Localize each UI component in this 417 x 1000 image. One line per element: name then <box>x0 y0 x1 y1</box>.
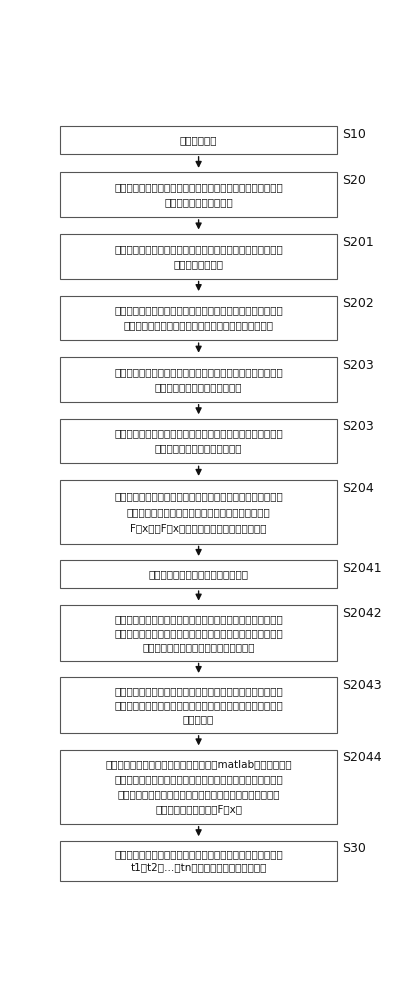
Text: 入工时库以建立通用定额工时库: 入工时库以建立通用定额工时库 <box>155 444 242 454</box>
Text: 建立通用定额工时库：将各样本零件对应的尺寸区间及工时录: 建立通用定额工时库：将各样本零件对应的尺寸区间及工时录 <box>114 367 283 377</box>
Text: F（x），F（x）的值既为变额工时工序的工时: F（x），F（x）的值既为变额工时工序的工时 <box>131 523 267 533</box>
Text: S2043: S2043 <box>342 679 382 692</box>
Text: 计算总工时预测值：调取通用定额工时库，定额工序工时记为: 计算总工时预测值：调取通用定额工时库，定额工序工时记为 <box>114 849 283 859</box>
Text: S2041: S2041 <box>342 562 382 575</box>
Text: 入工时库以建立通用定额工时库: 入工时库以建立通用定额工时库 <box>155 382 242 392</box>
Text: 进行数据拟合以得到回归函数模型：利用matlab对影响因素评: 进行数据拟合以得到回归函数模型：利用matlab对影响因素评 <box>105 760 292 770</box>
Text: 划分样本零件种类: 划分样本零件种类 <box>173 259 224 269</box>
Bar <box>60 841 337 881</box>
Text: 建立通用定额工时库：将各样本零件对应的尺寸区间及工时录: 建立通用定额工时库：将各样本零件对应的尺寸区间及工时录 <box>114 429 283 439</box>
Text: S201: S201 <box>342 235 374 248</box>
Text: 归函数模型，最终以拟合度高的多项式函数模型进行数据拟: 归函数模型，最终以拟合度高的多项式函数模型进行数据拟 <box>117 789 280 799</box>
Bar <box>60 296 337 340</box>
Text: S203: S203 <box>342 359 374 372</box>
Text: 工序划分：根据各样本零件的加工工序按照加工属性分为定额: 工序划分：根据各样本零件的加工工序按照加工属性分为定额 <box>114 182 283 192</box>
Text: S202: S202 <box>342 297 374 310</box>
Text: 划分尺寸区间：根据样本零件的长度、宽度、厚度将各样本零: 划分尺寸区间：根据样本零件的长度、宽度、厚度将各样本零 <box>114 305 283 315</box>
Text: 对于变额工时工序；先确定变额工时工序的影响因素，再计算: 对于变额工时工序；先确定变额工时工序的影响因素，再计算 <box>114 491 283 501</box>
Text: 采集样本零件: 采集样本零件 <box>180 135 217 145</box>
Text: t1、t2、…、tn，最终计算总工时预测结果: t1、t2、…、tn，最终计算总工时预测结果 <box>131 862 267 872</box>
Text: S2042: S2042 <box>342 607 382 620</box>
Text: 价值与变额工时之间的关系进行回归分析，选择对应的典型回: 价值与变额工时之间的关系进行回归分析，选择对应的典型回 <box>114 774 283 784</box>
Text: S203: S203 <box>342 420 374 433</box>
Bar <box>60 750 337 824</box>
Text: 件划分至对应的尺寸区间，每个尺寸区间均对应有工时: 件划分至对应的尺寸区间，每个尺寸区间均对应有工时 <box>123 320 274 330</box>
Bar <box>60 234 337 279</box>
Text: S10: S10 <box>342 128 366 141</box>
Bar <box>60 605 337 661</box>
Text: 关联度公式: 关联度公式 <box>183 714 214 724</box>
Bar <box>60 357 337 402</box>
Bar <box>60 560 337 588</box>
Text: 工时工序与变额工时工序: 工时工序与变额工时工序 <box>164 197 233 207</box>
Bar <box>60 677 337 733</box>
Bar <box>60 172 337 217</box>
Text: 标评价体系，得到各影响因素的新序列与理想灰色关联序列的: 标评价体系，得到各影响因素的新序列与理想灰色关联序列的 <box>114 700 283 710</box>
Text: 计算决策者权重：确定变额工时工序的影响因素后，采用灰色: 计算决策者权重：确定变额工时工序的影响因素后，采用灰色 <box>114 614 283 624</box>
Bar <box>60 419 337 463</box>
Text: 确定决策者权重，决策者权重表达式公式: 确定决策者权重，决策者权重表达式公式 <box>142 642 255 652</box>
Bar <box>60 126 337 154</box>
Text: S30: S30 <box>342 842 366 855</box>
Text: S2044: S2044 <box>342 751 382 764</box>
Text: 决策者的权重，然后进行数据拟合得到回归函数模型: 决策者的权重，然后进行数据拟合得到回归函数模型 <box>127 507 271 517</box>
Bar <box>60 480 337 544</box>
Text: 计算影响因素的权重：确定决策者权重后，构建工序的因素指: 计算影响因素的权重：确定决策者权重后，构建工序的因素指 <box>114 686 283 696</box>
Text: 分析并确定变额工时工序的影响因素: 分析并确定变额工时工序的影响因素 <box>148 569 249 579</box>
Text: 对于定额工时工序：确定结构类型，根据样本零件的结构特征: 对于定额工时工序：确定结构类型，根据样本零件的结构特征 <box>114 244 283 254</box>
Text: S20: S20 <box>342 174 366 187</box>
Text: 关联分析法得到各因素的权重，首先，根据群决策一致性算法: 关联分析法得到各因素的权重，首先，根据群决策一致性算法 <box>114 628 283 638</box>
Text: 合，得到回归函数模型F（x）: 合，得到回归函数模型F（x） <box>155 804 242 814</box>
Text: S204: S204 <box>342 482 374 495</box>
